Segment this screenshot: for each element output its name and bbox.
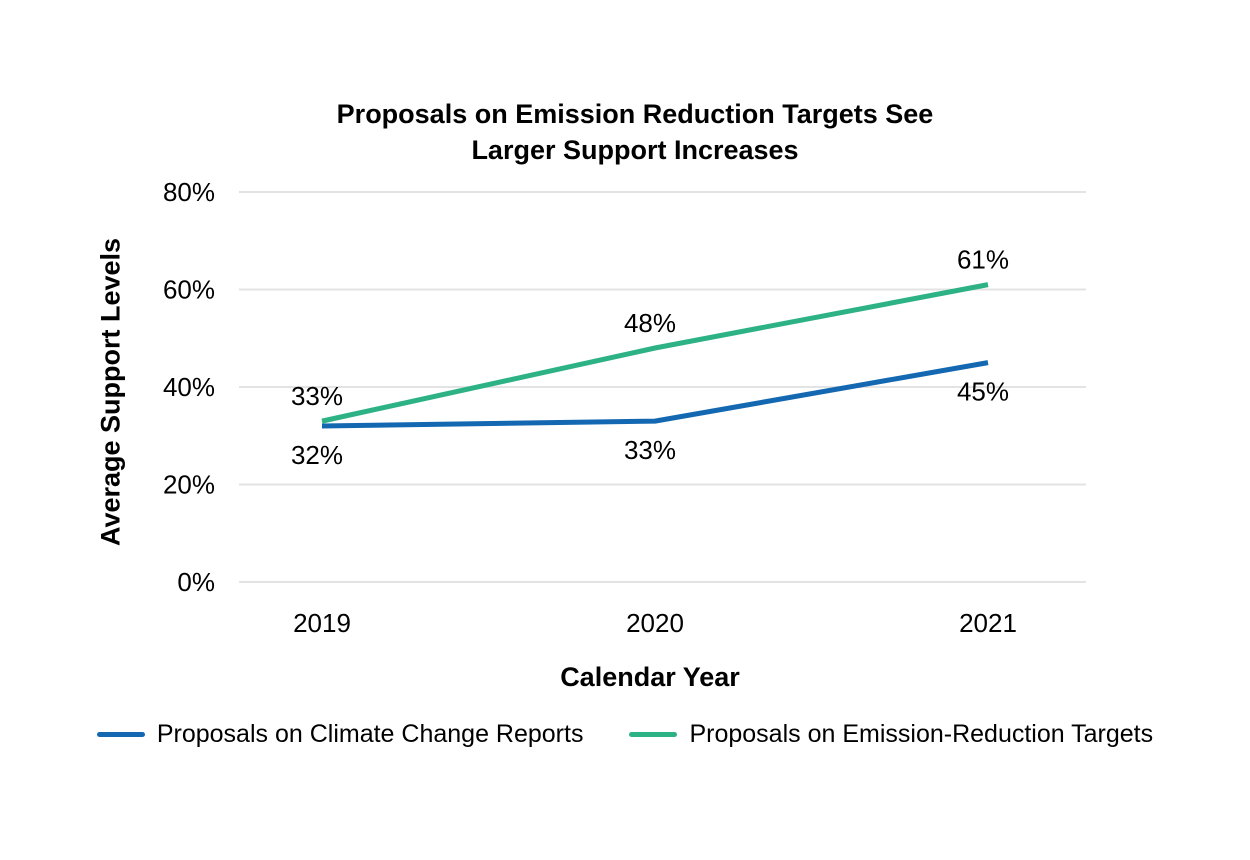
data-label: 61%	[957, 245, 1009, 275]
x-tick-label-2021: 2021	[959, 608, 1017, 638]
chart-title-line-2: Larger Support Increases	[471, 135, 799, 165]
x-axis-title: Calendar Year	[560, 662, 740, 692]
data-label: 32%	[291, 440, 343, 470]
legend-item-climate-change-reports: Proposals on Climate Change Reports	[96, 720, 584, 749]
y-tick-label-40%: 40%	[163, 372, 215, 402]
legend-label: Proposals on Climate Change Reports	[156, 720, 584, 748]
x-tick-label-2020: 2020	[626, 608, 684, 638]
y-tick-label-20%: 20%	[163, 470, 215, 500]
series-line-0	[321, 360, 989, 429]
chart-title-line-1: Proposals on Emission Reduction Targets …	[336, 99, 934, 129]
legend-item-emission-reduction-targets: Proposals on Emission-Reduction Targets	[629, 720, 1153, 749]
y-tick-label-0%: 0%	[177, 567, 215, 597]
data-label: 33%	[291, 381, 343, 411]
y-tick-label-80%: 80%	[163, 177, 215, 207]
legend-swatch-green-line-icon	[629, 732, 678, 737]
y-tick-label-60%: 60%	[163, 275, 215, 305]
x-tick-label-2019: 2019	[293, 608, 351, 638]
data-label: 48%	[624, 308, 676, 338]
plot-area: 0% 20% 40% 60% 80% 2019 2020 2021 32% 33% 45% 33% 48…	[163, 177, 1086, 638]
data-label: 33%	[624, 435, 676, 465]
series-line-1	[321, 282, 989, 424]
data-label: 45%	[957, 377, 1009, 407]
legend: Proposals on Climate Change Reports Prop…	[0, 720, 1250, 749]
legend-label: Proposals on Emission-Reduction Targets	[689, 720, 1154, 748]
legend-swatch-blue-line-icon	[96, 732, 145, 737]
chart-title: Proposals on Emission Reduction Targets …	[10, 96, 1250, 168]
